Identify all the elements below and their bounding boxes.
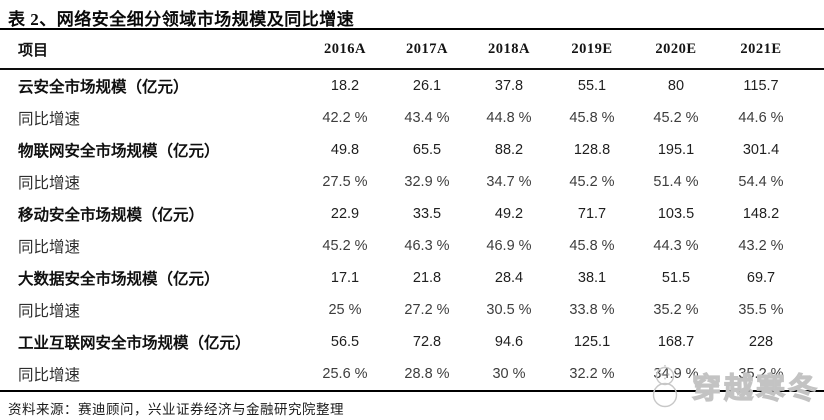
cell-value: 35.5 % xyxy=(738,302,784,318)
table-title: 表 2、网络安全细分领域市场规模及同比增速 xyxy=(8,10,355,29)
cell-value: 45.8 % xyxy=(569,238,615,254)
cell-value: 38.1 xyxy=(577,270,607,286)
cell-value: 46.3 % xyxy=(404,238,450,254)
column-header-2016a: 2016A xyxy=(324,40,366,57)
cell-value: 125.1 xyxy=(573,334,611,350)
cell-value: 43.2 % xyxy=(738,238,784,254)
cell-value: 27.2 % xyxy=(404,302,450,318)
cell-value: 45.2 % xyxy=(653,110,699,126)
cell-value: 32.2 % xyxy=(569,366,615,382)
cell-value: 88.2 xyxy=(494,142,524,158)
cell-value: 34.7 % xyxy=(486,174,532,190)
cell-value: 69.7 xyxy=(746,270,776,286)
cell-value: 27.5 % xyxy=(322,174,368,190)
cell-value: 45.2 % xyxy=(322,238,368,254)
cell-value: 21.8 xyxy=(412,270,442,286)
row-label: 同比增速 xyxy=(18,175,81,192)
table-row-iot-security-growth: 同比增速 27.5 % 32.9 % 34.7 % 45.2 % 51.4 % … xyxy=(0,166,824,198)
cell-value: 35.2 % xyxy=(738,366,784,382)
cell-value: 46.9 % xyxy=(486,238,532,254)
cell-value: 25 % xyxy=(328,302,362,318)
row-label: 工业互联网安全市场规模（亿元） xyxy=(18,335,251,352)
cell-value: 28.8 % xyxy=(404,366,450,382)
cell-value: 128.8 xyxy=(573,142,611,158)
cell-value: 43.4 % xyxy=(404,110,450,126)
column-header-2018a: 2018A xyxy=(488,40,530,57)
row-label: 移动安全市场规模（亿元） xyxy=(18,207,205,224)
cell-value: 228 xyxy=(748,334,774,350)
cell-value: 54.4 % xyxy=(738,174,784,190)
table-body: 云安全市场规模（亿元） 18.2 26.1 37.8 55.1 80 115.7… xyxy=(0,70,824,392)
cell-value: 22.9 xyxy=(330,206,360,222)
cell-value: 33.8 % xyxy=(569,302,615,318)
cell-value: 80 xyxy=(667,78,685,94)
cell-value: 32.9 % xyxy=(404,174,450,190)
row-label: 云安全市场规模（亿元） xyxy=(18,79,189,96)
cell-value: 49.2 xyxy=(494,206,524,222)
table-row-industrial-internet-security-size: 工业互联网安全市场规模（亿元） 56.5 72.8 94.6 125.1 168… xyxy=(0,326,824,358)
cell-value: 30 % xyxy=(492,366,526,382)
cell-value: 55.1 xyxy=(577,78,607,94)
table-row-bigdata-security-size: 大数据安全市场规模（亿元） 17.1 21.8 28.4 38.1 51.5 6… xyxy=(0,262,824,294)
cell-value: 28.4 xyxy=(494,270,524,286)
row-label: 同比增速 xyxy=(18,111,81,128)
cell-value: 25.6 % xyxy=(322,366,368,382)
table-title-bar: 表 2、网络安全细分领域市场规模及同比增速 xyxy=(0,0,824,30)
table-row-bigdata-security-growth: 同比增速 25 % 27.2 % 30.5 % 33.8 % 35.2 % 35… xyxy=(0,294,824,326)
table-row-cloud-security-growth: 同比增速 42.2 % 43.4 % 44.8 % 45.8 % 45.2 % … xyxy=(0,102,824,134)
cell-value: 30.5 % xyxy=(486,302,532,318)
cell-value: 18.2 xyxy=(330,78,360,94)
row-label: 大数据安全市场规模（亿元） xyxy=(18,271,220,288)
cell-value: 195.1 xyxy=(657,142,695,158)
row-label: 同比增速 xyxy=(18,367,81,384)
cell-value: 72.8 xyxy=(412,334,442,350)
cell-value: 51.4 % xyxy=(653,174,699,190)
cell-value: 42.2 % xyxy=(322,110,368,126)
cell-value: 37.8 xyxy=(494,78,524,94)
source-note: 资料来源：赛迪顾问，兴业证券经济与金融研究院整理 xyxy=(8,402,344,417)
table-row-mobile-security-growth: 同比增速 45.2 % 46.3 % 46.9 % 45.8 % 44.3 % … xyxy=(0,230,824,262)
cell-value: 168.7 xyxy=(657,334,695,350)
cell-value: 45.8 % xyxy=(569,110,615,126)
cell-value: 49.8 xyxy=(330,142,360,158)
cell-value: 148.2 xyxy=(742,206,780,222)
cell-value: 17.1 xyxy=(330,270,360,286)
table-row-iot-security-size: 物联网安全市场规模（亿元） 49.8 65.5 88.2 128.8 195.1… xyxy=(0,134,824,166)
cell-value: 44.3 % xyxy=(653,238,699,254)
column-header-2017a: 2017A xyxy=(406,40,448,57)
cell-value: 94.6 xyxy=(494,334,524,350)
column-header-item: 项目 xyxy=(18,42,49,59)
cell-value: 301.4 xyxy=(742,142,780,158)
cell-value: 45.2 % xyxy=(569,174,615,190)
cell-value: 35.2 % xyxy=(653,302,699,318)
cell-value: 103.5 xyxy=(657,206,695,222)
cell-value: 51.5 xyxy=(661,270,691,286)
column-header-2020e: 2020E xyxy=(655,40,697,57)
column-header-2019e: 2019E xyxy=(571,40,613,57)
cell-value: 44.6 % xyxy=(738,110,784,126)
cell-value: 115.7 xyxy=(743,78,779,94)
table-row-industrial-internet-security-growth: 同比增速 25.6 % 28.8 % 30 % 32.2 % 34.9 % 35… xyxy=(0,358,824,390)
cell-value: 26.1 xyxy=(412,78,442,94)
row-label: 同比增速 xyxy=(18,303,81,320)
row-label: 物联网安全市场规模（亿元） xyxy=(18,143,220,160)
table-row-cloud-security-size: 云安全市场规模（亿元） 18.2 26.1 37.8 55.1 80 115.7 xyxy=(0,70,824,102)
cell-value: 33.5 xyxy=(412,206,442,222)
table-header-row: 项目 2016A 2017A 2018A 2019E 2020E 2021E xyxy=(0,30,824,70)
table-row-mobile-security-size: 移动安全市场规模（亿元） 22.9 33.5 49.2 71.7 103.5 1… xyxy=(0,198,824,230)
column-header-2021e: 2021E xyxy=(740,40,782,57)
cell-value: 56.5 xyxy=(330,334,360,350)
cell-value: 71.7 xyxy=(577,206,607,222)
row-label: 同比增速 xyxy=(18,239,81,256)
cell-value: 44.8 % xyxy=(486,110,532,126)
cell-value: 65.5 xyxy=(412,142,442,158)
cell-value: 34.9 % xyxy=(653,366,699,382)
